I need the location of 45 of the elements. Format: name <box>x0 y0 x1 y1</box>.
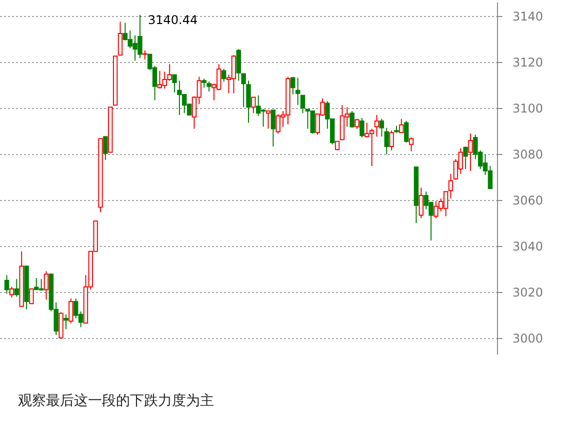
text: 观察最后这一段的下跌力度为主 <box>18 393 214 409</box>
y-tick-label: 3140 <box>512 9 544 24</box>
candlestick <box>374 114 380 138</box>
candlestick <box>463 146 468 170</box>
candlestick <box>241 73 246 108</box>
candlestick <box>118 21 123 56</box>
y-tick-label: 3040 <box>512 239 544 254</box>
candlestick <box>418 187 424 219</box>
candlestick <box>384 127 389 155</box>
candlestick <box>354 118 360 130</box>
candlestick <box>468 133 473 172</box>
candlestick <box>266 110 271 130</box>
candlestick <box>399 118 404 134</box>
candlestick <box>64 314 68 330</box>
candlestick <box>68 298 74 324</box>
y-tick-label: 3060 <box>512 193 544 208</box>
candlestick <box>236 48 241 82</box>
y-tick-label: 3000 <box>512 331 544 346</box>
candlestick <box>404 120 409 144</box>
candlestick <box>14 278 19 298</box>
y-tick-label: 3020 <box>512 285 544 300</box>
candlestick <box>172 74 177 93</box>
candlestick <box>44 270 49 300</box>
candlestick <box>29 288 34 304</box>
y-tick-label: 3100 <box>512 101 544 116</box>
candlestick <box>448 173 454 199</box>
candlestick <box>103 136 108 161</box>
candlestick <box>206 81 212 92</box>
candlestick <box>246 80 251 124</box>
candlestick <box>251 96 256 114</box>
candlestick <box>295 77 300 106</box>
candlestick <box>290 76 296 95</box>
candlestick <box>9 286 14 298</box>
y-tick-label: 3120 <box>512 55 544 70</box>
candlestick <box>379 118 384 138</box>
y-tick-label: 3080 <box>512 147 544 162</box>
candlestick <box>270 110 276 147</box>
candlestick <box>360 117 364 138</box>
candlestick <box>408 137 414 152</box>
candlestick <box>300 94 306 114</box>
candlestick <box>389 130 394 151</box>
candlestick <box>4 274 10 294</box>
candlestick <box>221 68 226 82</box>
candlestick <box>350 110 354 128</box>
annotation: 3140.44 <box>148 12 198 27</box>
